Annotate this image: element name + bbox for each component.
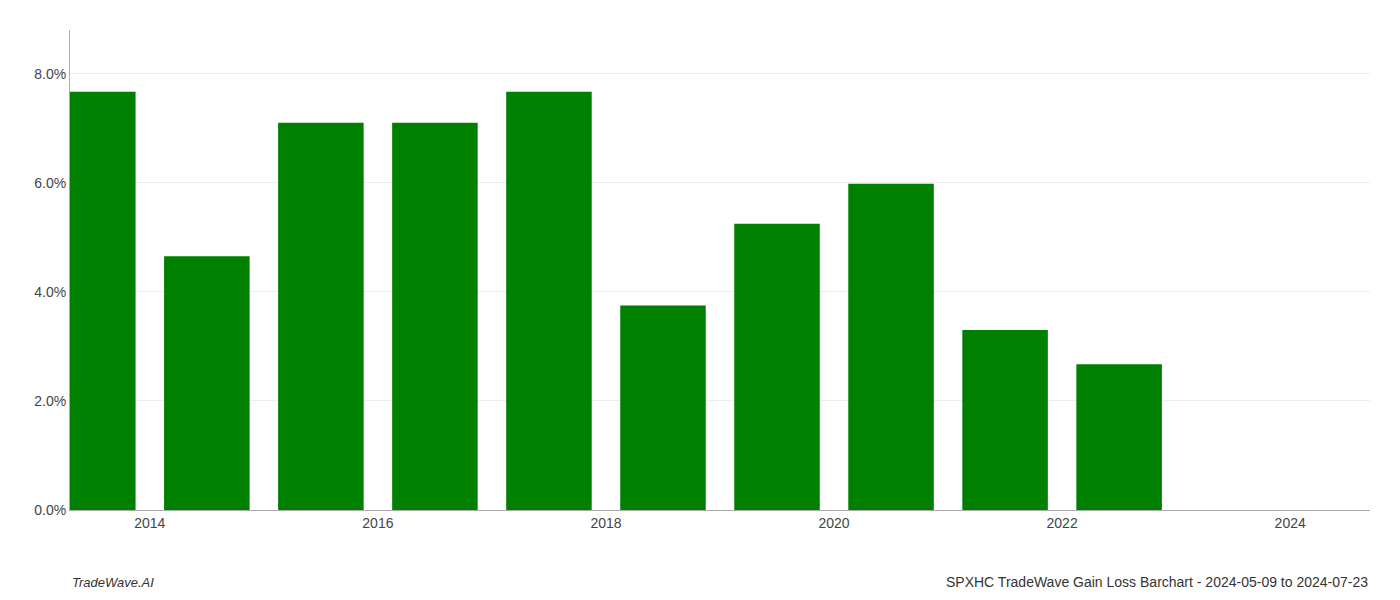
svg-text:8.0%: 8.0% bbox=[34, 66, 66, 82]
svg-text:2014: 2014 bbox=[134, 515, 165, 531]
svg-text:TradeWave.AI: TradeWave.AI bbox=[72, 575, 154, 590]
svg-text:2022: 2022 bbox=[1047, 515, 1078, 531]
svg-text:6.0%: 6.0% bbox=[34, 175, 66, 191]
svg-text:2.0%: 2.0% bbox=[34, 393, 66, 409]
svg-text:2018: 2018 bbox=[590, 515, 621, 531]
svg-text:4.0%: 4.0% bbox=[34, 284, 66, 300]
svg-text:SPXHC TradeWave Gain Loss Barc: SPXHC TradeWave Gain Loss Barchart - 202… bbox=[946, 574, 1368, 590]
svg-text:0.0%: 0.0% bbox=[34, 502, 66, 518]
svg-text:2024: 2024 bbox=[1275, 515, 1306, 531]
svg-text:2016: 2016 bbox=[362, 515, 393, 531]
svg-text:2020: 2020 bbox=[818, 515, 849, 531]
